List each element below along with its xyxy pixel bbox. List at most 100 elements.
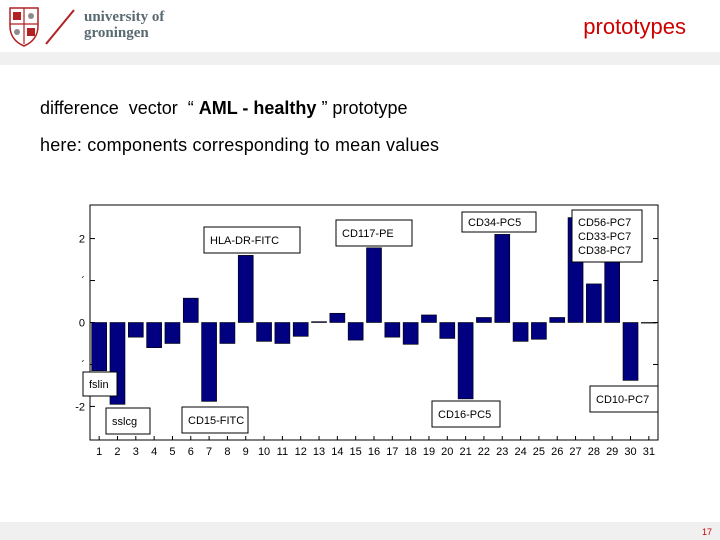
x-tick-label: 6 bbox=[188, 446, 194, 458]
annotation-frame bbox=[431, 400, 501, 428]
bar bbox=[457, 322, 474, 400]
annotation-frame bbox=[181, 406, 249, 434]
x-tick-label: 22 bbox=[478, 446, 490, 458]
x-tick-label: 24 bbox=[514, 446, 526, 458]
bar bbox=[347, 322, 364, 341]
bar bbox=[127, 322, 144, 338]
university-logo bbox=[9, 7, 75, 47]
annotation-label: CD38-PC7 bbox=[578, 245, 631, 257]
bar bbox=[366, 247, 382, 323]
bar bbox=[384, 322, 401, 338]
x-tick-label: 25 bbox=[533, 446, 545, 458]
bar bbox=[641, 322, 657, 324]
bar bbox=[439, 322, 456, 339]
annotation-frame bbox=[105, 407, 151, 435]
annotation-frame bbox=[82, 371, 118, 397]
annotation-label: CD117-PE bbox=[342, 228, 394, 240]
x-tick-label: 28 bbox=[588, 446, 600, 458]
university-name: university of groningen bbox=[84, 9, 164, 41]
bar bbox=[512, 322, 529, 342]
annotation-box: CD34-PC5 bbox=[461, 211, 537, 233]
y-tick-label: ´ bbox=[81, 359, 85, 371]
bar bbox=[201, 322, 217, 402]
annotation-label: CD15-FITC bbox=[188, 415, 244, 427]
x-tick-label: 11 bbox=[277, 446, 288, 458]
x-tick-label: 10 bbox=[258, 446, 270, 458]
x-tick-label: 20 bbox=[441, 446, 453, 458]
bar bbox=[622, 322, 639, 381]
annotation-label: CD34-PC5 bbox=[468, 217, 521, 229]
bar bbox=[274, 322, 291, 344]
bar bbox=[311, 321, 327, 323]
x-tick-label: 12 bbox=[295, 446, 307, 458]
slide-footer: 17 bbox=[0, 522, 720, 540]
annotation-box: CD117-PE bbox=[335, 219, 413, 247]
annotation-box: CD56-PC7 CD33-PC7 CD38-PC7 bbox=[571, 209, 643, 263]
slide-subtitle: here: components corresponding to mean v… bbox=[40, 135, 440, 155]
annotation-frame bbox=[571, 209, 643, 263]
bar-chart: 2´0´-21 2 3 4 5 6 7 8 9 10 11 12 13 14 15 16 17 18 19 20 21 2… bbox=[75, 204, 659, 458]
page-number: 17 bbox=[701, 527, 712, 537]
x-tick-label: 23 bbox=[496, 446, 508, 458]
title-bold: AML - healthy bbox=[198, 98, 317, 118]
bar bbox=[586, 283, 602, 323]
bar bbox=[237, 255, 254, 323]
annotation-box: HLA-DR-FITC bbox=[203, 226, 301, 254]
bar bbox=[329, 312, 346, 323]
x-tick-label: 5 bbox=[169, 446, 175, 458]
annotation-box: sslcg bbox=[105, 407, 151, 435]
title-suffix: ” prototype bbox=[316, 98, 408, 118]
x-tick-label: 26 bbox=[551, 446, 563, 458]
x-tick-label: 8 bbox=[224, 446, 230, 458]
annotation-frame bbox=[335, 219, 413, 247]
bar bbox=[164, 322, 181, 344]
x-tick-label: 9 bbox=[243, 446, 249, 458]
bar bbox=[91, 322, 107, 372]
university-crest-icon bbox=[9, 7, 39, 47]
y-tick-label: -2 bbox=[75, 401, 85, 413]
annotation-label: CD10-PC7 bbox=[596, 394, 649, 406]
header-band bbox=[0, 52, 720, 65]
y-tick-label: 2 bbox=[79, 234, 85, 246]
annotation-frame bbox=[203, 226, 301, 254]
annotation-label: fslin bbox=[89, 379, 109, 391]
x-tick-label: 15 bbox=[350, 446, 362, 458]
y-tick-label: ´ bbox=[81, 276, 85, 288]
bar bbox=[549, 317, 566, 323]
annotation-label: CD56-PC7 bbox=[578, 217, 631, 229]
bar bbox=[531, 322, 547, 340]
bar bbox=[182, 297, 199, 323]
x-tick-label: 1 bbox=[96, 446, 102, 458]
annotation-frame bbox=[461, 211, 537, 233]
y-tick-label: 0 bbox=[79, 318, 85, 330]
slide-title: difference vector “ AML - healthy ” prot… bbox=[40, 98, 407, 119]
logo-line-1: university of bbox=[84, 9, 165, 25]
annotation-box: CD15-FITC bbox=[181, 406, 249, 434]
logo-line-2: groningen bbox=[84, 25, 149, 41]
annotation-box: fslin bbox=[82, 371, 118, 397]
x-tick-label: 31 bbox=[643, 446, 655, 458]
x-tick-label: 13 bbox=[313, 446, 325, 458]
x-tick-label: 30 bbox=[624, 446, 636, 458]
x-tick-label: 29 bbox=[606, 446, 618, 458]
x-tick-label: 14 bbox=[331, 446, 343, 458]
logo-divider bbox=[45, 9, 75, 45]
x-tick-label: 2 bbox=[114, 446, 120, 458]
bar bbox=[421, 314, 437, 323]
bar bbox=[256, 322, 272, 342]
section-title: prototypes bbox=[583, 14, 686, 39]
bar bbox=[219, 322, 236, 344]
annotation-label: CD16-PC5 bbox=[438, 409, 491, 421]
x-tick-label: 18 bbox=[405, 446, 417, 458]
bar bbox=[604, 261, 621, 323]
x-tick-label: 7 bbox=[206, 446, 212, 458]
annotation-label: sslcg bbox=[112, 416, 137, 428]
x-tick-label: 4 bbox=[151, 446, 157, 458]
bar bbox=[402, 322, 419, 345]
x-tick-label: 21 bbox=[459, 446, 471, 458]
slide-header: university of groningen prototypes bbox=[0, 0, 720, 52]
bar bbox=[494, 234, 511, 323]
annotation-box: CD16-PC5 bbox=[431, 400, 501, 428]
bar bbox=[292, 322, 309, 337]
x-tick-label: 17 bbox=[386, 446, 398, 458]
